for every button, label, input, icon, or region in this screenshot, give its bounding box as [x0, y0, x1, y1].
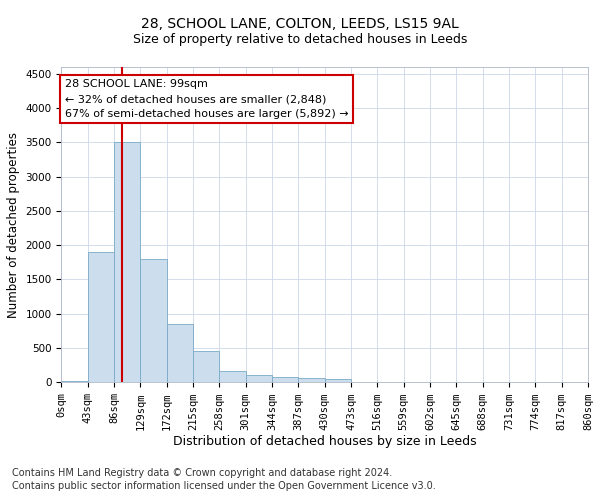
Bar	[272, 377, 298, 382]
Bar	[140, 259, 167, 382]
Bar	[193, 352, 220, 382]
Bar	[167, 324, 193, 382]
Bar	[298, 378, 325, 382]
Y-axis label: Number of detached properties: Number of detached properties	[7, 132, 20, 318]
Text: Size of property relative to detached houses in Leeds: Size of property relative to detached ho…	[133, 32, 467, 46]
Text: 28, SCHOOL LANE, COLTON, LEEDS, LS15 9AL: 28, SCHOOL LANE, COLTON, LEEDS, LS15 9AL	[141, 18, 459, 32]
X-axis label: Distribution of detached houses by size in Leeds: Distribution of detached houses by size …	[173, 435, 476, 448]
Bar	[88, 252, 114, 382]
Bar	[114, 142, 140, 382]
Bar	[325, 379, 351, 382]
Text: Contains HM Land Registry data © Crown copyright and database right 2024.: Contains HM Land Registry data © Crown c…	[12, 468, 392, 477]
Text: Contains public sector information licensed under the Open Government Licence v3: Contains public sector information licen…	[12, 481, 436, 491]
Bar	[246, 376, 272, 382]
Text: 28 SCHOOL LANE: 99sqm
← 32% of detached houses are smaller (2,848)
67% of semi-d: 28 SCHOOL LANE: 99sqm ← 32% of detached …	[65, 80, 348, 119]
Bar	[61, 381, 88, 382]
Bar	[220, 372, 246, 382]
